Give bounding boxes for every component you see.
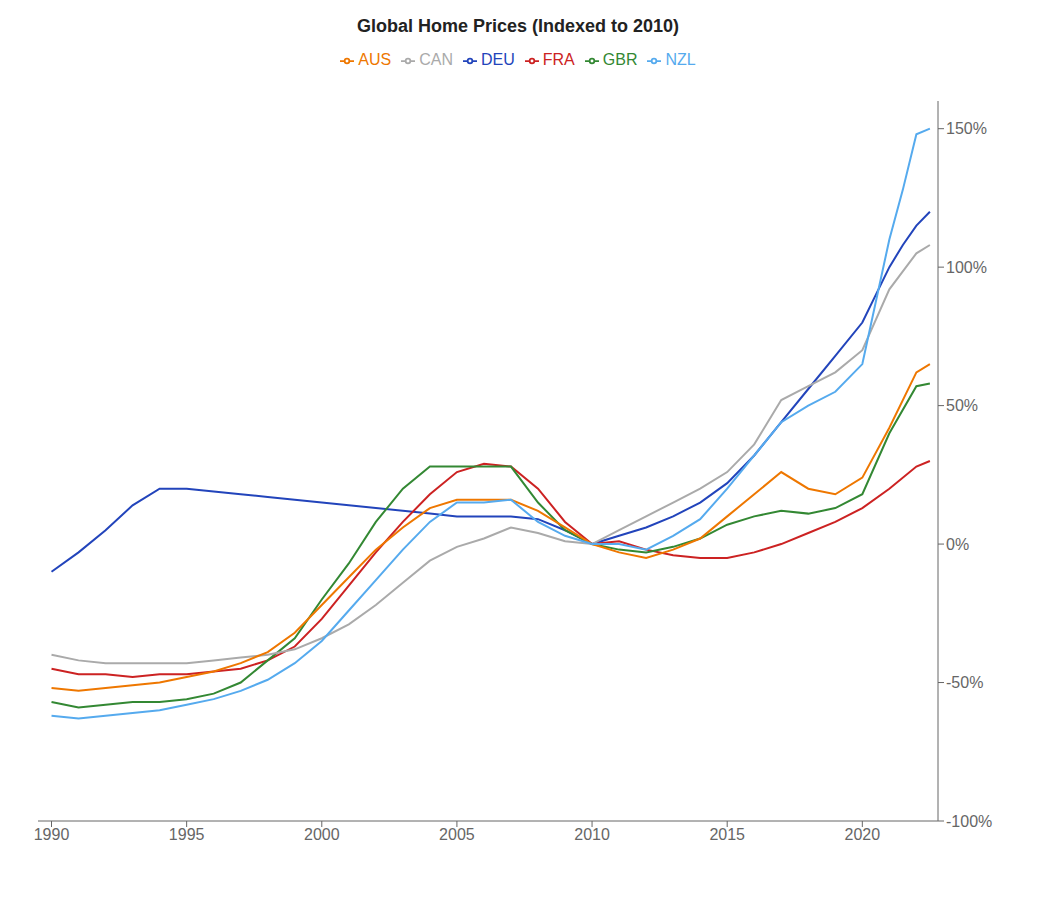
html-text:CAN: CAN bbox=[419, 51, 453, 68]
html-text:GBR: GBR bbox=[602, 51, 638, 68]
svg-text:-50%: -50% bbox=[946, 674, 983, 691]
svg-text:-100%: -100% bbox=[946, 813, 992, 830]
svg-text:1995: 1995 bbox=[169, 826, 205, 843]
html-text:DEU: DEU bbox=[481, 51, 515, 68]
svg-text:50%: 50% bbox=[946, 397, 978, 414]
svg-text:1990: 1990 bbox=[34, 826, 70, 843]
svg-text:0%: 0% bbox=[946, 536, 969, 553]
html-text:Global Home Prices (Indexed to: Global Home Prices (Indexed to 2010) bbox=[356, 16, 679, 36]
svg-text:2020: 2020 bbox=[845, 826, 881, 843]
svg-text:100%: 100% bbox=[946, 259, 987, 276]
svg-text:2015: 2015 bbox=[709, 826, 745, 843]
svg-text:2010: 2010 bbox=[574, 826, 610, 843]
svg-text:150%: 150% bbox=[946, 120, 987, 137]
svg-text:2000: 2000 bbox=[304, 826, 340, 843]
html-text:NZL: NZL bbox=[665, 51, 696, 68]
html-text:FRA: FRA bbox=[542, 51, 575, 68]
svg-text:2005: 2005 bbox=[439, 826, 475, 843]
html-text:AUS: AUS bbox=[358, 51, 392, 68]
